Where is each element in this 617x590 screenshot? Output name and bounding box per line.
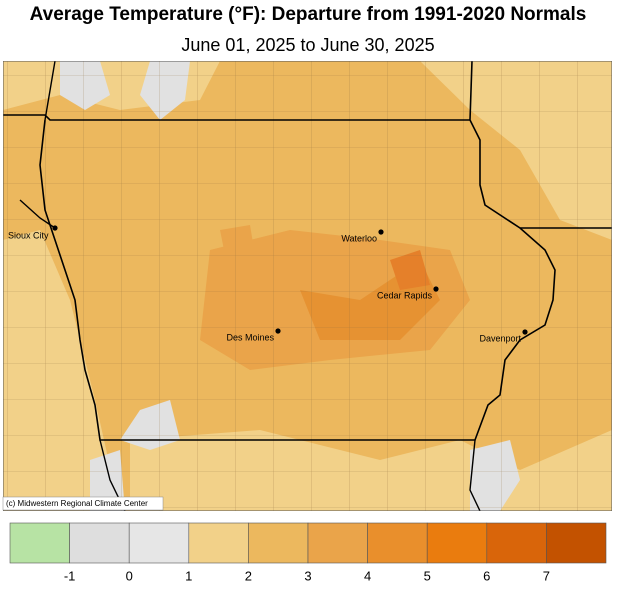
legend-tick-label: 0 <box>126 568 133 583</box>
legend-swatch <box>546 522 607 564</box>
state-borders <box>19 61 612 511</box>
legend-tick-label: -1 <box>64 568 76 583</box>
city-dot <box>275 328 281 334</box>
city-label: Davenport <box>479 333 521 343</box>
city-label: Sioux City <box>8 230 49 240</box>
credit: (c) Midwestern Regional Climate Center <box>6 499 148 508</box>
legend-swatch <box>128 522 190 564</box>
county-lines <box>3 61 612 511</box>
credit-box <box>2 496 164 511</box>
legend: -1 0 1 2 3 4 5 6 7 <box>9 522 607 583</box>
legend-tick-label: 5 <box>424 568 431 583</box>
state-borders <box>3 61 556 441</box>
legend-swatch <box>367 522 428 564</box>
legend-tick-label: 4 <box>364 568 371 583</box>
cities: Sioux City Waterloo Cedar Rapids Des Moi… <box>8 225 528 343</box>
city-label: Cedar Rapids <box>377 290 433 300</box>
legend-swatch <box>9 522 70 564</box>
legend-swatch <box>248 522 309 564</box>
legend-swatch <box>307 522 368 564</box>
legend-swatch <box>69 522 130 564</box>
title: Average Temperature (°F): Departure from… <box>30 4 587 25</box>
city-label: Waterloo <box>341 233 377 243</box>
legend-tick-label: 2 <box>245 568 252 583</box>
city-dot <box>522 329 528 335</box>
legend-swatch <box>188 522 249 564</box>
legend-swatch <box>486 522 547 564</box>
legend-tick-label: 6 <box>483 568 490 583</box>
legend-tick-label: 7 <box>543 568 550 583</box>
map <box>3 61 612 511</box>
legend-tick-label: 3 <box>304 568 311 583</box>
city-label: Des Moines <box>226 332 274 342</box>
legend-swatch <box>426 522 488 564</box>
legend-tick-label: 1 <box>185 568 192 583</box>
city-dot <box>433 286 439 292</box>
city-dot <box>378 229 384 235</box>
city-dot <box>52 225 58 231</box>
subtitle: June 01, 2025 to June 30, 2025 <box>181 35 434 55</box>
